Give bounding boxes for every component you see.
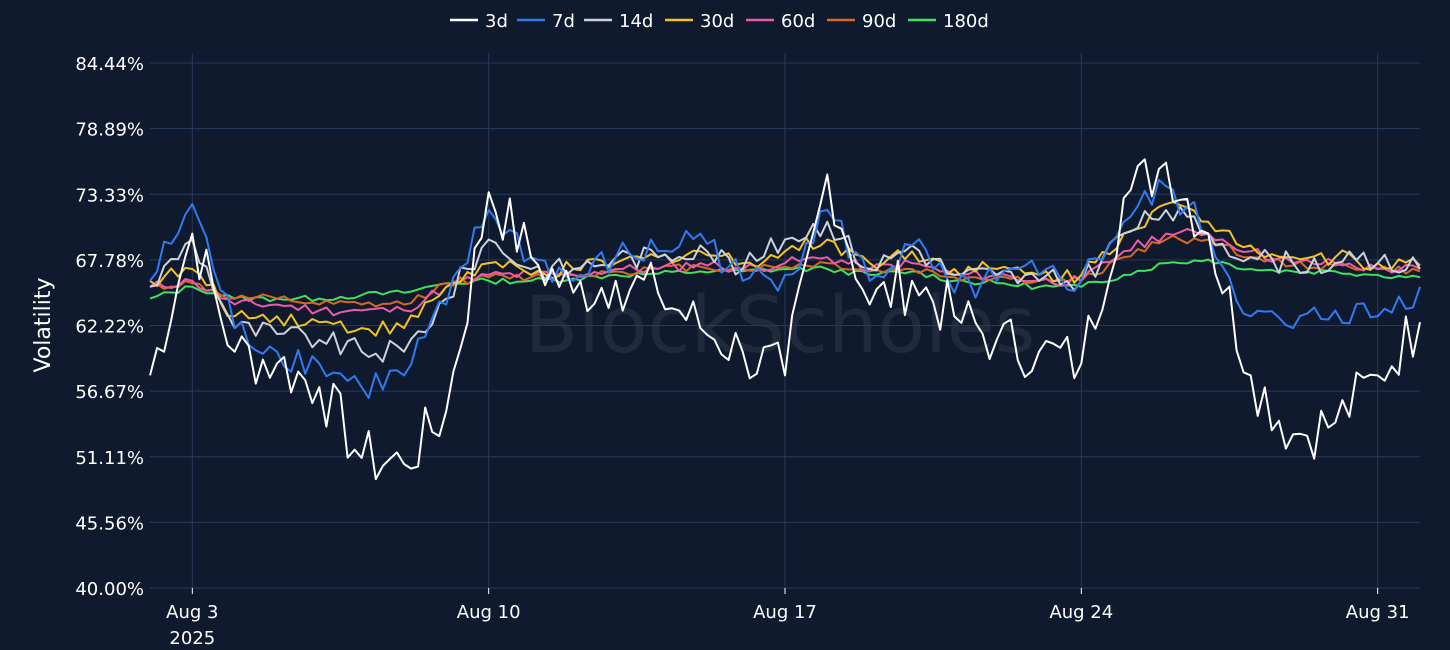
legend-item-60d[interactable]: 60d bbox=[746, 11, 815, 32]
y-tick-label: 73.33% bbox=[75, 185, 144, 206]
legend-label: 90d bbox=[862, 11, 896, 32]
y-tick-label: 62.22% bbox=[75, 317, 144, 338]
y-tick-label: 78.89% bbox=[75, 120, 144, 141]
y-tick-label: 40.00% bbox=[75, 579, 144, 600]
legend-label: 180d bbox=[943, 11, 989, 32]
y-axis-title: Volatility bbox=[31, 277, 56, 372]
y-axis-ticks: 40.00% 45.56% 51.11% 56.67% 62.22% 67.78% 73.3… bbox=[75, 54, 144, 600]
legend-label: 30d bbox=[700, 11, 734, 32]
series-line-3d bbox=[149, 158, 1421, 481]
x-axis-ticks: Aug 3 2025 Aug 10 Aug 17 Aug 24 Aug 31 bbox=[166, 588, 1410, 649]
legend-item-30d[interactable]: 30d bbox=[665, 11, 734, 32]
legend[interactable]: 3d 7d 14d 30d 60d 90d 180d bbox=[450, 11, 989, 32]
series-line-30d bbox=[149, 201, 1421, 337]
y-tick-label: 45.56% bbox=[75, 513, 144, 534]
legend-label: 60d bbox=[781, 11, 815, 32]
x-tick-sublabel: 2025 bbox=[169, 628, 215, 649]
series-lines bbox=[149, 158, 1421, 481]
legend-item-180d[interactable]: 180d bbox=[908, 11, 989, 32]
legend-item-3d[interactable]: 3d bbox=[450, 11, 508, 32]
legend-label: 14d bbox=[619, 11, 653, 32]
x-tick-label: Aug 17 bbox=[753, 602, 817, 623]
legend-label: 3d bbox=[485, 11, 508, 32]
series-line-180d bbox=[149, 258, 1421, 303]
y-tick-label: 51.11% bbox=[75, 448, 144, 469]
y-tick-label: 67.78% bbox=[75, 251, 144, 272]
series-line-90d bbox=[149, 234, 1421, 308]
x-tick-label: Aug 24 bbox=[1049, 602, 1113, 623]
legend-label: 7d bbox=[552, 11, 575, 32]
x-tick-label: Aug 31 bbox=[1346, 602, 1410, 623]
x-tick-label: Aug 10 bbox=[457, 602, 521, 623]
legend-item-14d[interactable]: 14d bbox=[584, 11, 653, 32]
x-tick-label: Aug 3 bbox=[166, 602, 218, 623]
y-tick-label: 56.67% bbox=[75, 382, 144, 403]
y-tick-label: 84.44% bbox=[75, 54, 144, 75]
legend-item-90d[interactable]: 90d bbox=[827, 11, 896, 32]
legend-item-7d[interactable]: 7d bbox=[517, 11, 575, 32]
